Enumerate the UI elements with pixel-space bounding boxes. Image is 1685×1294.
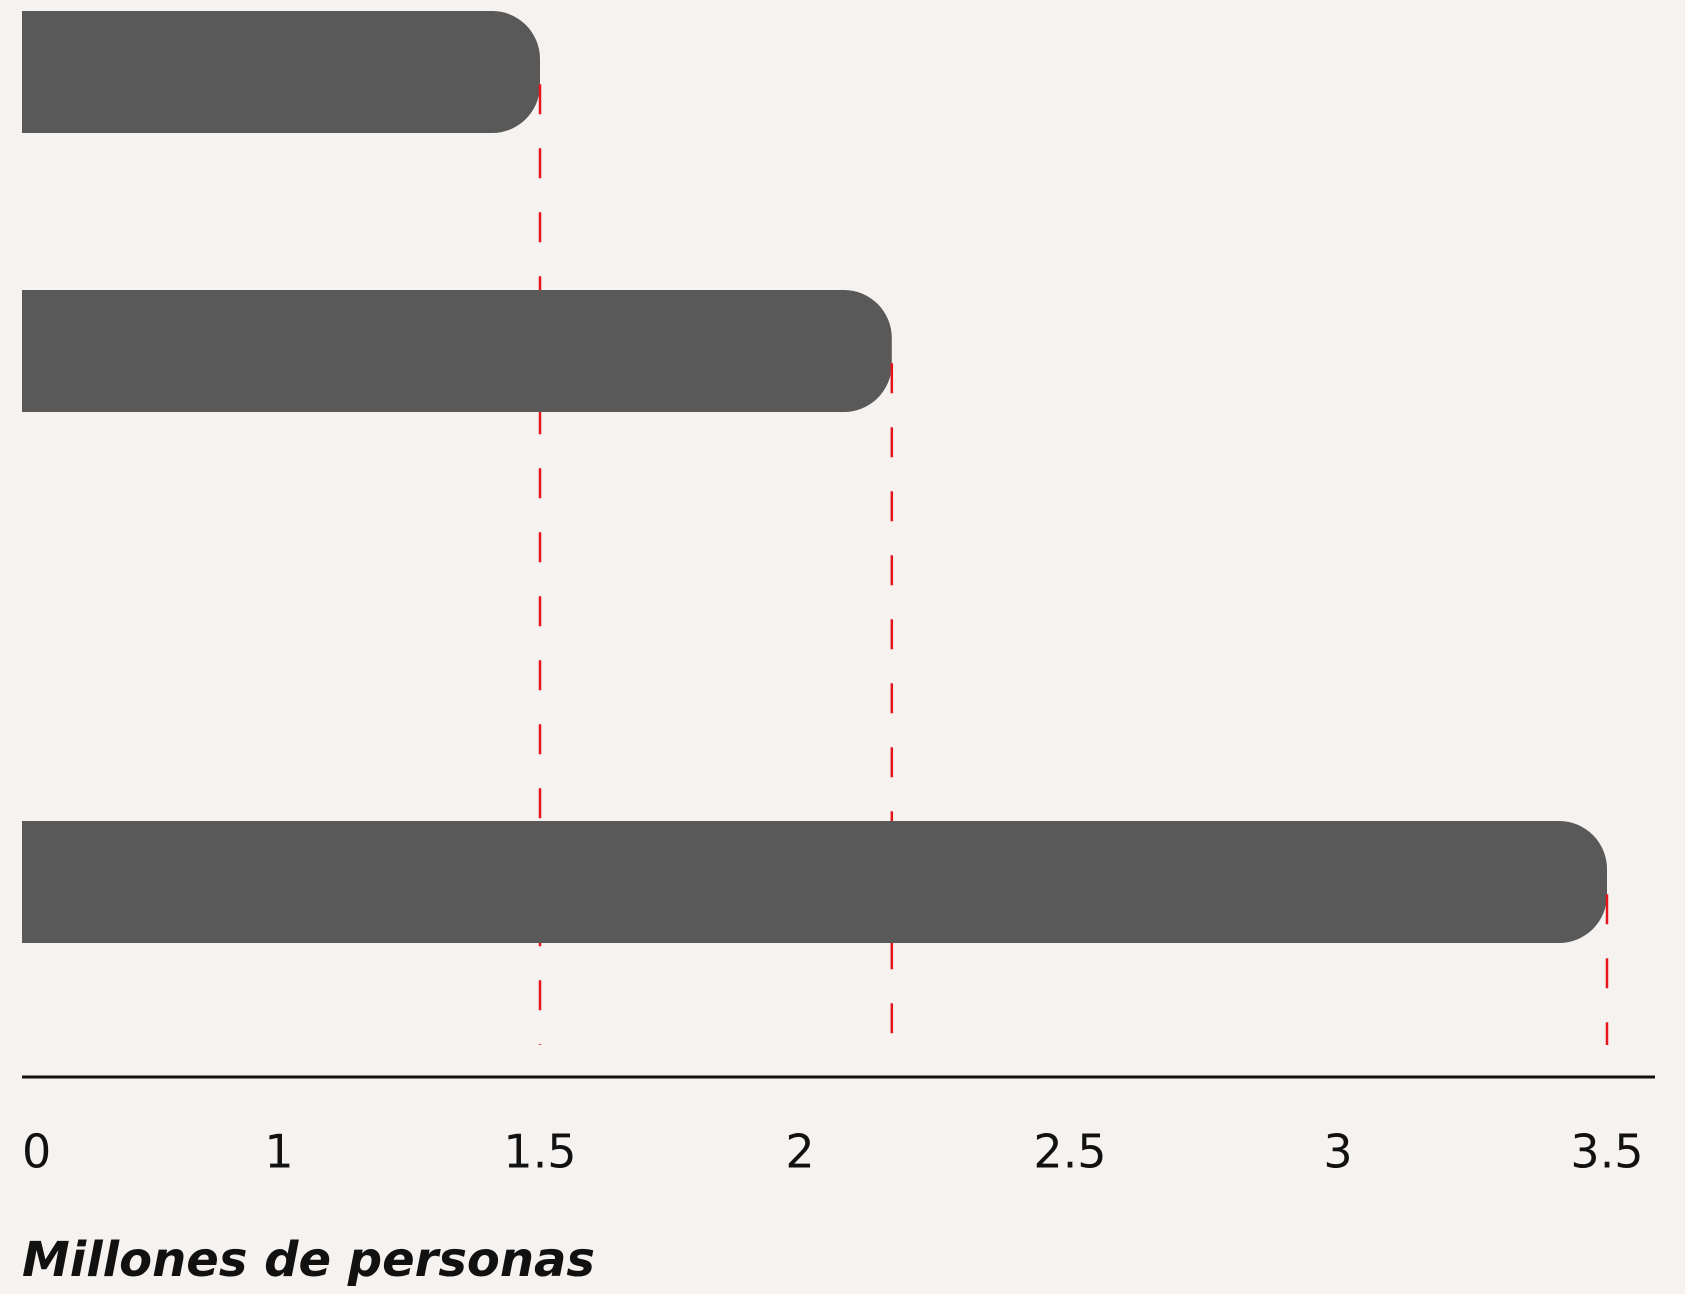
bar (22, 290, 892, 412)
x-tick-label: 1 (264, 1125, 293, 1179)
axis-title: Millones de personas (22, 1232, 595, 1288)
bar (22, 11, 540, 133)
bar (22, 821, 1607, 943)
x-tick-label: 0 (22, 1125, 51, 1179)
x-tick-label: 2.5 (1033, 1125, 1106, 1179)
x-tick-label: 2 (785, 1125, 814, 1179)
x-tick-label: 3 (1323, 1125, 1352, 1179)
x-tick-label: 1.5 (503, 1125, 576, 1179)
x-tick-label: 3.5 (1570, 1125, 1643, 1179)
